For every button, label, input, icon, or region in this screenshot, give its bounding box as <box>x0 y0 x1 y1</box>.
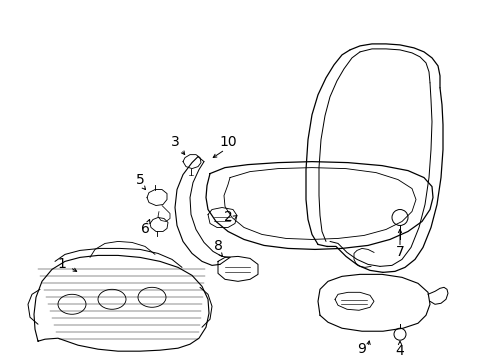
Text: 8: 8 <box>213 239 222 253</box>
Text: 3: 3 <box>170 135 179 149</box>
Text: 6: 6 <box>140 222 149 237</box>
Text: 9: 9 <box>357 342 366 356</box>
Text: 10: 10 <box>219 135 236 149</box>
Text: 1: 1 <box>58 257 66 271</box>
Text: 5: 5 <box>135 172 144 186</box>
Text: 4: 4 <box>395 344 404 358</box>
Text: 7: 7 <box>395 246 404 260</box>
Text: 2: 2 <box>223 211 232 225</box>
